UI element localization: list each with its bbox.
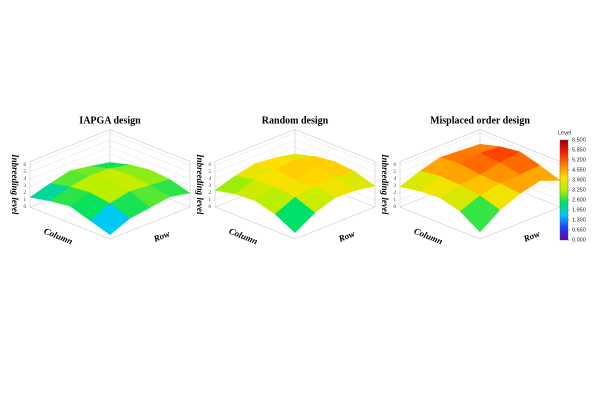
colorbar-tick-label: 0.000 xyxy=(572,237,586,243)
axis-frame xyxy=(29,129,111,162)
colorbar-tick-label: 5.850 xyxy=(572,147,586,153)
grid-line xyxy=(29,146,191,180)
z-tick-label: 0 xyxy=(394,205,397,210)
grid-line xyxy=(214,139,376,173)
z-tick-label: 2 xyxy=(394,191,397,196)
axis-frame xyxy=(109,206,191,240)
axis-frame xyxy=(479,206,561,240)
z-tick-label: 1 xyxy=(209,198,212,203)
colorbar-tick-label: 6.500 xyxy=(572,137,586,143)
chart-title: Random design xyxy=(262,115,329,126)
z-axis-label: Inbreeding level xyxy=(195,153,205,215)
y-axis-label: Row xyxy=(336,228,357,244)
z-tick-label: 4 xyxy=(24,177,27,182)
z-tick-label: 4 xyxy=(394,177,397,182)
surface-patch xyxy=(459,195,501,233)
axis-frame xyxy=(399,206,481,240)
z-tick-label: 0 xyxy=(24,205,27,210)
z-tick-label: 6 xyxy=(394,163,397,168)
z-tick-label: 4 xyxy=(209,177,212,182)
colorbar-tick-label: 1.950 xyxy=(572,207,586,213)
y-axis-label: Row xyxy=(521,228,542,244)
chart-title: Misplaced order design xyxy=(430,115,530,126)
colorbar-tick-label: 4.550 xyxy=(572,167,586,173)
z-tick-label: 0 xyxy=(209,205,212,210)
axis-frame xyxy=(294,129,376,162)
z-tick-label: 5 xyxy=(394,170,397,175)
axis-frame xyxy=(294,206,376,240)
colorbar-tick-label: 2.600 xyxy=(572,197,586,203)
z-tick-label: 6 xyxy=(24,163,27,168)
colorbar-title: Level xyxy=(558,130,571,136)
z-tick-label: 1 xyxy=(394,198,397,203)
grid-line xyxy=(399,132,561,166)
colorbar-tick-label: 1.300 xyxy=(572,217,586,223)
x-axis-label: Column xyxy=(43,226,75,247)
z-tick-label: 5 xyxy=(209,170,212,175)
y-axis-label: Row xyxy=(151,228,172,244)
z-tick-label: 3 xyxy=(24,184,27,189)
axis-frame xyxy=(214,206,296,240)
axis-frame xyxy=(109,129,191,162)
z-tick-label: 5 xyxy=(24,170,27,175)
z-tick-label: 3 xyxy=(394,184,397,189)
colorbar-tick-label: 3.900 xyxy=(572,177,586,183)
x-axis-label: Column xyxy=(228,226,260,247)
z-axis-label: Inbreeding level xyxy=(380,153,390,215)
x-axis-label: Column xyxy=(413,226,445,247)
z-axis-label: Inbreeding level xyxy=(10,153,20,215)
axis-frame xyxy=(399,129,481,162)
colorbar-tick-label: 5.200 xyxy=(572,157,586,163)
z-tick-label: 2 xyxy=(24,191,27,196)
chart-title: IAPGA design xyxy=(79,115,141,126)
surface-patch xyxy=(89,203,131,236)
colorbar xyxy=(559,139,569,241)
colorbar-tick-label: 3.250 xyxy=(572,187,586,193)
axis-frame xyxy=(214,129,296,162)
grid-line xyxy=(214,132,376,166)
grid-line xyxy=(29,139,191,173)
axis-frame xyxy=(29,206,111,240)
grid-line xyxy=(29,132,191,166)
z-tick-label: 3 xyxy=(209,184,212,189)
axis-frame xyxy=(479,129,561,162)
grid-line xyxy=(29,153,191,187)
z-tick-label: 2 xyxy=(209,191,212,196)
z-tick-label: 6 xyxy=(209,163,212,168)
surface-patch xyxy=(274,196,316,233)
z-tick-label: 1 xyxy=(24,198,27,203)
colorbar-tick-label: 0.650 xyxy=(572,227,586,233)
